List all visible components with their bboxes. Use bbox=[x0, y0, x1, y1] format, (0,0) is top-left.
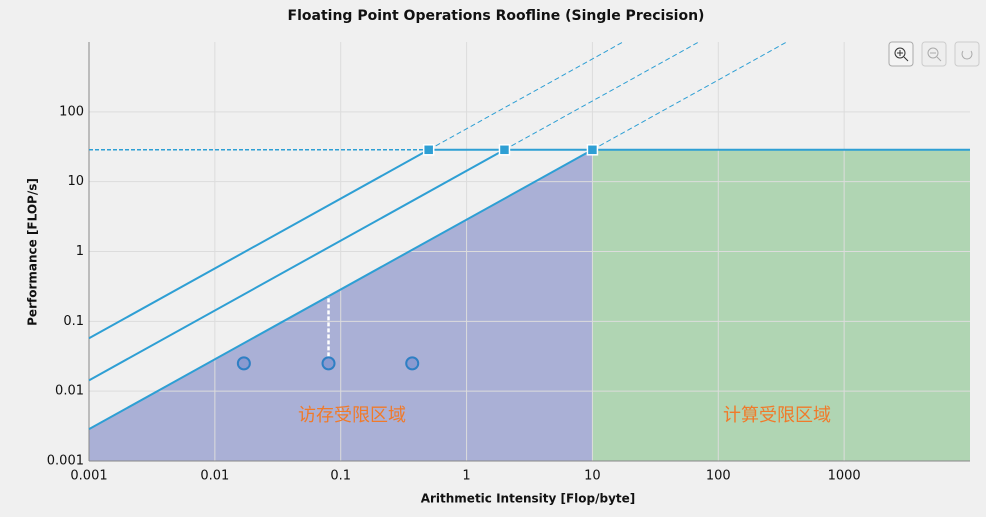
region-label: 访存受限区域 bbox=[298, 405, 406, 426]
x-tick-label: 0.001 bbox=[70, 469, 107, 484]
region-label: 计算受限区域 bbox=[723, 405, 831, 426]
y-tick-label: 100 bbox=[59, 104, 84, 119]
x-tick-label: 0.1 bbox=[330, 469, 351, 484]
y-tick-label: 0.1 bbox=[63, 314, 84, 329]
toolbar bbox=[888, 41, 980, 67]
chart-title: Floating Point Operations Roofline (Sing… bbox=[288, 8, 705, 24]
zoom-in-icon bbox=[897, 50, 909, 62]
x-tick-label: 10 bbox=[584, 469, 601, 484]
data-point bbox=[321, 356, 336, 371]
bandwidth-extension bbox=[592, 41, 787, 151]
bandwidth-line bbox=[88, 148, 593, 431]
ridge-point bbox=[422, 144, 435, 156]
bandwidth-extension bbox=[504, 41, 699, 151]
x-tick-label: 0.01 bbox=[200, 469, 229, 484]
compute-bound-region bbox=[592, 149, 970, 461]
ridge-point bbox=[586, 144, 599, 156]
bandwidth-line bbox=[88, 148, 505, 382]
y-tick-label: 10 bbox=[67, 174, 84, 189]
y-tick-label: 0.01 bbox=[55, 384, 84, 399]
reset-icon bbox=[961, 50, 973, 60]
zoom-in-button[interactable] bbox=[888, 41, 914, 67]
ridge-point bbox=[498, 144, 511, 156]
x-tick-label: 1000 bbox=[828, 469, 861, 484]
x-axis-title: Arithmetic Intensity [Flop/byte] bbox=[421, 492, 636, 506]
data-point bbox=[405, 356, 420, 371]
reset-button[interactable] bbox=[954, 41, 980, 67]
zoom-out-icon bbox=[930, 52, 942, 62]
y-axis-title: Performance [FLOP/s] bbox=[26, 178, 40, 326]
x-tick-label: 1 bbox=[462, 469, 470, 484]
x-tick-label: 100 bbox=[706, 469, 731, 484]
zoom-in-icon bbox=[894, 47, 906, 59]
data-point bbox=[236, 356, 251, 371]
zoom-out-icon bbox=[927, 47, 939, 59]
bandwidth-extension bbox=[428, 41, 624, 151]
y-tick-label: 0.001 bbox=[47, 454, 84, 469]
y-tick-label: 1 bbox=[76, 244, 84, 259]
bandwidth-line bbox=[88, 148, 430, 340]
zoom-out-button[interactable] bbox=[921, 41, 947, 67]
